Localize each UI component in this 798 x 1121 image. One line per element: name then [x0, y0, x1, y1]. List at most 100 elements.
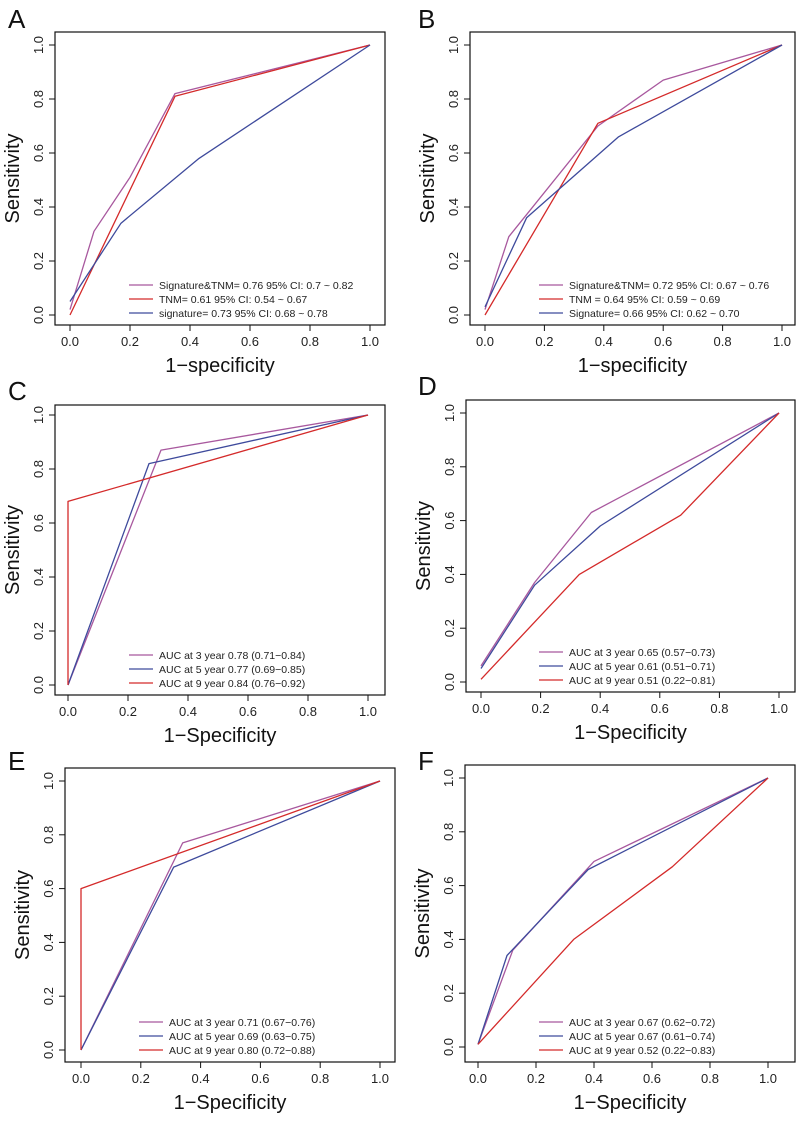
y-tick-label: 0.0 [446, 306, 461, 324]
x-axis-title: 1−specificity [165, 355, 275, 377]
roc-line-series-1 [67, 414, 369, 686]
y-tick-label: 0.8 [41, 826, 56, 844]
legend-entry: AUC at 5 year 0.67 (0.61−0.74) [569, 1031, 715, 1043]
x-tick-label: 0.8 [710, 701, 728, 716]
roc-line-series-3 [484, 44, 783, 308]
legend-entry: AUC at 9 year 0.80 (0.72−0.88) [169, 1045, 315, 1057]
y-axis-title: Sensitivity [2, 133, 24, 223]
legend-entry: AUC at 9 year 0.51 (0.22−0.81) [569, 675, 715, 687]
y-tick-label: 0.4 [442, 565, 457, 583]
y-tick-label: 0.8 [442, 458, 457, 476]
panel-letter: B [418, 4, 435, 34]
x-tick-label: 0.8 [714, 334, 732, 349]
x-axis-title: 1−Specificity [174, 1092, 287, 1114]
y-tick-label: 0.2 [31, 252, 46, 270]
y-tick-label: 0.8 [441, 823, 456, 841]
panel-letter: F [418, 746, 434, 776]
x-tick-label: 0.4 [181, 334, 199, 349]
roc-line-series-3 [69, 44, 371, 302]
roc-line-series-3 [477, 777, 769, 1045]
panel-letter: A [8, 4, 26, 34]
legend-entry: AUC at 3 year 0.71 (0.67−0.76) [169, 1017, 315, 1029]
roc-line-series-3 [80, 780, 381, 1050]
x-tick-label: 0.2 [535, 334, 553, 349]
x-tick-label: 0.6 [654, 334, 672, 349]
x-tick-label: 0.6 [643, 1071, 661, 1086]
y-tick-label: 1.0 [446, 36, 461, 54]
legend-entry: TNM= 0.61 95% CI: 0.54 ~ 0.67 [159, 294, 307, 306]
panel-a: A 0.0 0.2 0.4 0.6 0.8 1.0 0.0 0.2 0.4 0.6 0.8 1.0 1−s… [2, 4, 386, 377]
roc-line-series-2 [480, 412, 780, 669]
legend-entry: TNM = 0.64 95% CI: 0.59 ~ 0.69 [569, 294, 720, 306]
x-tick-label: 0.2 [532, 701, 550, 716]
y-tick-label: 0.6 [31, 144, 46, 162]
y-tick-label: 0.4 [31, 198, 46, 216]
y-tick-label: 0.8 [446, 90, 461, 108]
y-tick-label: 0.8 [31, 460, 46, 478]
legend-entry: AUC at 5 year 0.77 (0.69−0.85) [159, 664, 305, 676]
panel-b: B 0.0 0.2 0.4 0.6 0.8 1.0 0.0 0.2 0.4 0.6 0.8 1.0 1−s… [417, 4, 796, 377]
roc-line-series-2 [80, 780, 381, 1051]
y-tick-label: 1.0 [41, 772, 56, 790]
x-tick-label: 0.6 [651, 701, 669, 716]
legend-entry: AUC at 3 year 0.78 (0.71−0.84) [159, 650, 305, 662]
x-tick-label: 0.0 [59, 704, 77, 719]
roc-line-series-1 [484, 44, 783, 310]
y-tick-label: 0.2 [31, 622, 46, 640]
y-tick-label: 1.0 [442, 404, 457, 422]
y-axis-title: Sensitivity [12, 870, 34, 960]
x-tick-label: 0.8 [311, 1071, 329, 1086]
y-tick-label: 0.2 [441, 984, 456, 1002]
x-axis-title: 1−specificity [578, 355, 688, 377]
x-tick-label: 1.0 [773, 334, 791, 349]
y-tick-label: 0.0 [31, 306, 46, 324]
panel-letter: E [8, 746, 25, 776]
roc-line-series-3 [480, 412, 780, 680]
legend-entry: AUC at 3 year 0.65 (0.57−0.73) [569, 647, 715, 659]
roc-line-series-2 [477, 777, 769, 1045]
y-tick-label: 0.0 [442, 673, 457, 691]
y-axis-title: Sensitivity [417, 133, 439, 223]
x-tick-label: 0.0 [472, 701, 490, 716]
x-tick-label: 0.0 [476, 334, 494, 349]
x-tick-label: 1.0 [759, 1071, 777, 1086]
y-tick-label: 0.4 [31, 568, 46, 586]
x-tick-label: 0.8 [701, 1071, 719, 1086]
plot-frame [469, 31, 796, 326]
panel-d: D 0.0 0.2 0.4 0.6 0.8 1.0 0.0 0.2 0.4 0.6 0.8 1.0 1−S… [413, 371, 796, 744]
panel-letter: C [8, 376, 27, 406]
x-tick-label: 1.0 [770, 701, 788, 716]
x-tick-label: 1.0 [359, 704, 377, 719]
plot-frame [465, 399, 796, 693]
x-tick-label: 0.2 [527, 1071, 545, 1086]
y-axis-title: Sensitivity [413, 501, 435, 591]
y-tick-label: 0.4 [41, 933, 56, 951]
y-tick-label: 0.8 [31, 90, 46, 108]
plot-frame [64, 767, 396, 1063]
roc-line-series-2 [69, 44, 371, 316]
legend-entry: Signature&TNM= 0.76 95% CI: 0.7 ~ 0.82 [159, 280, 354, 292]
y-tick-label: 0.6 [441, 877, 456, 895]
panel-letter: D [418, 371, 437, 401]
legend-entry: AUC at 9 year 0.84 (0.76−0.92) [159, 678, 305, 690]
y-tick-label: 0.2 [41, 987, 56, 1005]
y-tick-label: 1.0 [31, 36, 46, 54]
legend-entry: Signature= 0.66 95% CI: 0.62 ~ 0.70 [569, 308, 740, 320]
roc-line-series-2 [67, 414, 369, 686]
panel-e: E 0.0 0.2 0.4 0.6 0.8 1.0 0.0 0.2 0.4 0.6 0.8 1.0 1−S… [8, 746, 396, 1114]
plot-frame [54, 31, 386, 326]
roc-line-series-2 [484, 44, 783, 316]
y-tick-label: 0.0 [441, 1038, 456, 1056]
x-tick-label: 0.4 [595, 334, 613, 349]
y-tick-label: 1.0 [441, 769, 456, 787]
y-tick-label: 1.0 [31, 406, 46, 424]
roc-line-series-1 [69, 44, 371, 310]
x-tick-label: 0.2 [119, 704, 137, 719]
x-tick-label: 0.8 [301, 334, 319, 349]
x-tick-label: 0.0 [469, 1071, 487, 1086]
y-tick-label: 0.4 [446, 198, 461, 216]
x-tick-label: 0.8 [299, 704, 317, 719]
x-tick-label: 0.2 [121, 334, 139, 349]
y-tick-label: 0.6 [41, 880, 56, 898]
